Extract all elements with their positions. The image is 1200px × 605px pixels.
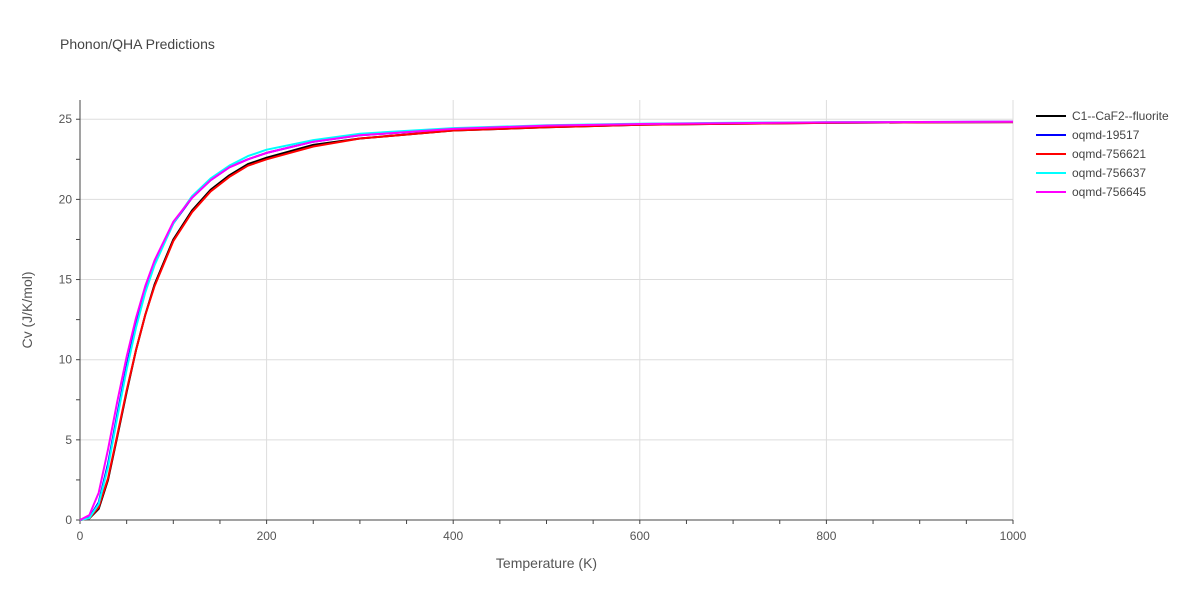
legend-label: oqmd-756621 — [1072, 146, 1147, 161]
x-tick-label: 200 — [257, 529, 277, 543]
y-tick-label: 20 — [59, 192, 73, 206]
legend-swatch — [1036, 190, 1066, 193]
legend-item[interactable]: oqmd-756621 — [1036, 144, 1169, 163]
x-axis-title: Temperature (K) — [496, 555, 597, 571]
x-tick-label: 600 — [630, 529, 650, 543]
chart-title: Phonon/QHA Predictions — [60, 36, 215, 52]
legend-swatch — [1036, 152, 1066, 155]
legend: C1--CaF2--fluorite oqmd-19517 oqmd-756621 o… — [1036, 106, 1169, 201]
x-tick-label: 1000 — [1000, 529, 1027, 543]
legend-label: oqmd-19517 — [1072, 127, 1140, 142]
series-line — [79, 121, 1014, 521]
y-tick-label: 25 — [59, 112, 73, 126]
y-tick-label: 15 — [59, 273, 73, 287]
series-line — [79, 120, 1014, 521]
legend-swatch — [1036, 133, 1066, 136]
x-tick-label: 400 — [443, 529, 463, 543]
legend-label: C1--CaF2--fluorite — [1072, 108, 1169, 123]
y-tick-label: 5 — [65, 433, 72, 447]
x-tick-label: 0 — [77, 529, 84, 543]
legend-item[interactable]: oqmd-756637 — [1036, 163, 1169, 182]
legend-item[interactable]: C1--CaF2--fluorite — [1036, 106, 1169, 125]
legend-label: oqmd-756637 — [1072, 165, 1147, 180]
x-tick-label: 800 — [816, 529, 836, 543]
y-axis-title: Cv (J/K/mol) — [19, 272, 35, 349]
legend-item[interactable]: oqmd-756645 — [1036, 182, 1169, 201]
legend-item[interactable]: oqmd-19517 — [1036, 125, 1169, 144]
y-tick-label: 0 — [65, 513, 72, 527]
legend-swatch — [1036, 171, 1066, 174]
legend-swatch — [1036, 114, 1066, 117]
legend-label: oqmd-756645 — [1072, 184, 1147, 199]
y-tick-label: 10 — [59, 353, 73, 367]
